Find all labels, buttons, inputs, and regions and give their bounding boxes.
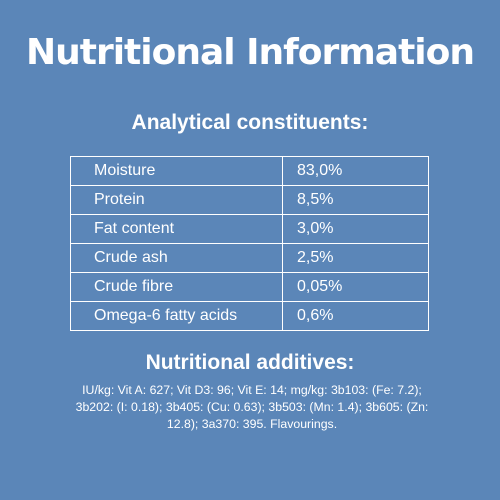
table-row: Omega-6 fatty acids 0,6%	[70, 301, 429, 331]
constituent-name: Crude ash	[70, 243, 283, 273]
table-row: Fat content 3,0%	[70, 214, 429, 244]
constituent-value: 0,05%	[282, 272, 429, 302]
nutritional-additives-heading: Nutritional additives:	[145, 351, 355, 374]
constituent-name: Moisture	[70, 156, 283, 186]
table-row: Moisture 83,0%	[70, 156, 429, 186]
constituent-name: Crude fibre	[70, 272, 283, 302]
constituent-name: Fat content	[70, 214, 283, 244]
constituent-value: 8,5%	[282, 185, 429, 215]
constituent-value: 2,5%	[282, 243, 429, 273]
table-row: Crude ash 2,5%	[70, 243, 429, 273]
constituent-value: 3,0%	[282, 214, 429, 244]
nutritional-additives-text: IU/kg: Vit A: 627; Vit D3: 96; Vit E: 14…	[75, 383, 429, 431]
table-row: Crude fibre 0,05%	[70, 272, 429, 302]
constituent-value: 0,6%	[282, 301, 429, 331]
constituent-value: 83,0%	[282, 156, 429, 186]
table-row: Protein 8,5%	[70, 185, 429, 215]
analytical-constituents-heading: Analytical constituents:	[131, 111, 369, 134]
page-title: Nutritional Information	[25, 32, 475, 73]
constituent-name: Protein	[70, 185, 283, 215]
constituents-table: Moisture 83,0% Protein 8,5% Fat content …	[70, 156, 429, 331]
constituent-name: Omega-6 fatty acids	[70, 301, 283, 331]
